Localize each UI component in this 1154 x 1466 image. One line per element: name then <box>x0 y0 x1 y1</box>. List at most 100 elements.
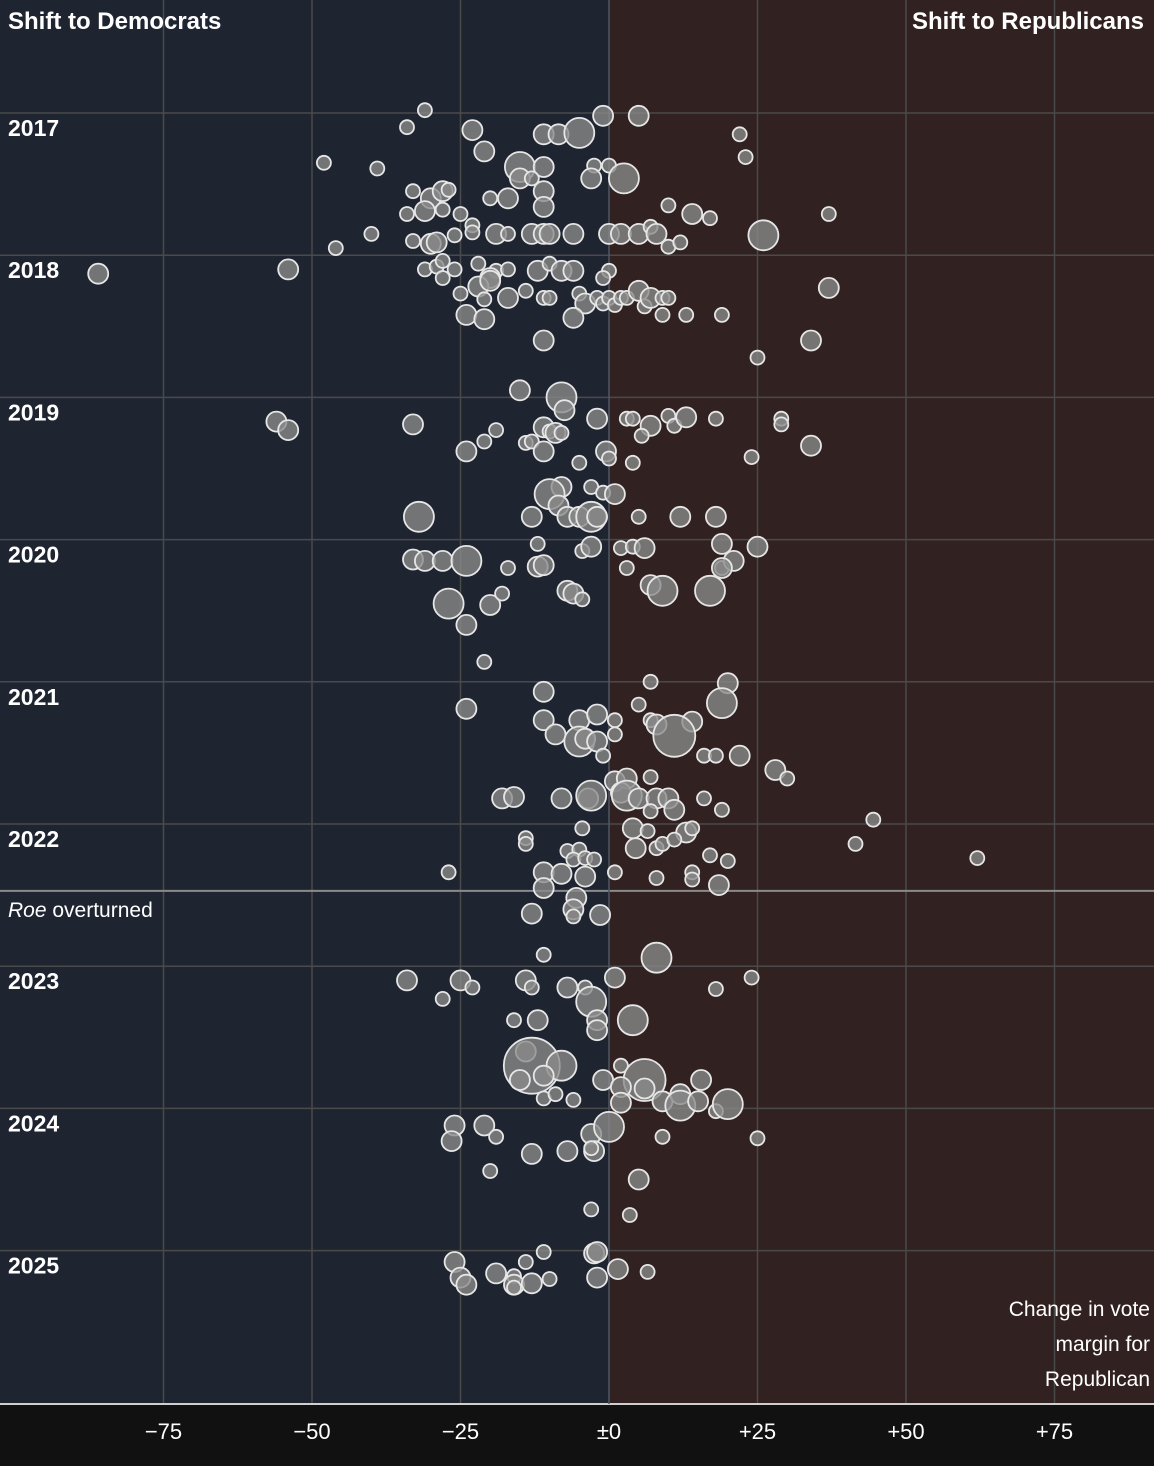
election-point <box>624 454 641 471</box>
roe-rest-text: overturned <box>47 899 153 922</box>
election-point <box>369 160 386 177</box>
election-point <box>633 537 656 559</box>
election-point <box>497 187 519 210</box>
election-point <box>630 696 647 713</box>
election-point <box>731 126 748 143</box>
election-point <box>473 140 496 163</box>
election-point <box>728 744 751 767</box>
election-point <box>529 536 546 552</box>
election-point <box>586 1266 608 1289</box>
year-label: 2020 <box>8 542 59 568</box>
year-labels: 2017 2018 2019 2020 2021 2022 2023 2024 2025 <box>8 115 59 1279</box>
election-point <box>627 104 650 127</box>
election-point <box>482 190 499 207</box>
election-point <box>574 865 597 888</box>
election-point <box>416 102 433 119</box>
election-point <box>425 231 448 254</box>
election-point <box>556 976 579 999</box>
election-point <box>485 1262 508 1285</box>
election-point <box>696 790 712 807</box>
election-point <box>654 1128 671 1145</box>
election-point <box>562 259 585 282</box>
election-point <box>520 1272 543 1295</box>
election-point <box>452 206 469 222</box>
election-point <box>694 574 726 607</box>
election-point <box>607 1258 629 1280</box>
election-point <box>749 349 766 366</box>
election-point <box>800 434 822 457</box>
election-point <box>503 786 525 808</box>
election-point <box>520 505 543 528</box>
election-point <box>87 262 110 285</box>
election-point <box>494 585 511 602</box>
shift-to-democrats-label: Shift to Democrats <box>8 8 221 35</box>
election-point <box>583 1201 600 1218</box>
year-label: 2017 <box>8 115 59 141</box>
election-point <box>575 779 608 812</box>
election-point <box>470 255 487 272</box>
election-point <box>648 870 665 886</box>
election-point <box>627 1168 650 1191</box>
election-point <box>595 747 611 764</box>
election-point <box>646 574 679 607</box>
election-point <box>607 726 623 743</box>
axis-note-line: Change in vote <box>1009 1298 1150 1321</box>
election-point <box>446 227 463 244</box>
election-point <box>455 614 478 636</box>
election-point <box>604 483 626 506</box>
election-point <box>517 836 534 852</box>
election-point <box>708 747 724 764</box>
election-point <box>642 803 659 820</box>
year-label: 2022 <box>8 826 59 852</box>
election-point <box>476 654 493 670</box>
roe-overturned-label: Roe overturned <box>8 899 153 922</box>
election-point <box>520 902 543 925</box>
election-point <box>666 831 683 848</box>
election-point <box>434 252 451 269</box>
republican-shift-background <box>609 0 1154 1404</box>
election-point <box>681 203 704 225</box>
election-point <box>633 427 650 444</box>
election-point <box>431 550 454 572</box>
election-point <box>607 864 623 881</box>
election-point <box>476 291 493 308</box>
x-tick-label: −25 <box>442 1419 479 1444</box>
election-point <box>586 407 608 430</box>
election-point <box>532 877 555 899</box>
election-point <box>497 286 519 309</box>
election-point <box>553 399 576 422</box>
election-point <box>779 770 796 787</box>
election-point <box>601 450 617 467</box>
year-label: 2025 <box>8 1253 59 1279</box>
election-point <box>500 560 516 576</box>
election-point <box>660 197 677 214</box>
x-axis-tick-labels: −75 −50 −25 ±0 +25 +50 +75 <box>145 1419 1073 1444</box>
election-point <box>532 195 555 218</box>
axis-note-line: margin for <box>1055 1333 1150 1356</box>
election-point <box>711 557 733 579</box>
election-point <box>708 410 724 427</box>
election-point <box>618 560 635 576</box>
year-label: 2018 <box>8 257 59 283</box>
election-point <box>642 673 659 690</box>
election-point <box>455 440 478 463</box>
election-point <box>488 422 505 439</box>
election-point <box>800 329 822 352</box>
election-point <box>743 449 760 466</box>
election-point <box>645 222 668 245</box>
election-point <box>532 440 555 463</box>
year-label: 2023 <box>8 968 59 994</box>
election-point <box>434 201 451 218</box>
election-point <box>711 533 733 555</box>
x-tick-label: −50 <box>293 1419 330 1444</box>
election-point <box>690 1069 712 1091</box>
election-point <box>473 308 496 331</box>
election-point <box>714 306 730 323</box>
election-point <box>663 798 686 821</box>
election-point <box>675 406 698 429</box>
roe-italic-text: Roe <box>8 899 47 922</box>
election-point <box>708 981 724 997</box>
election-point <box>586 1019 608 1042</box>
democrat-shift-background <box>0 0 609 1404</box>
